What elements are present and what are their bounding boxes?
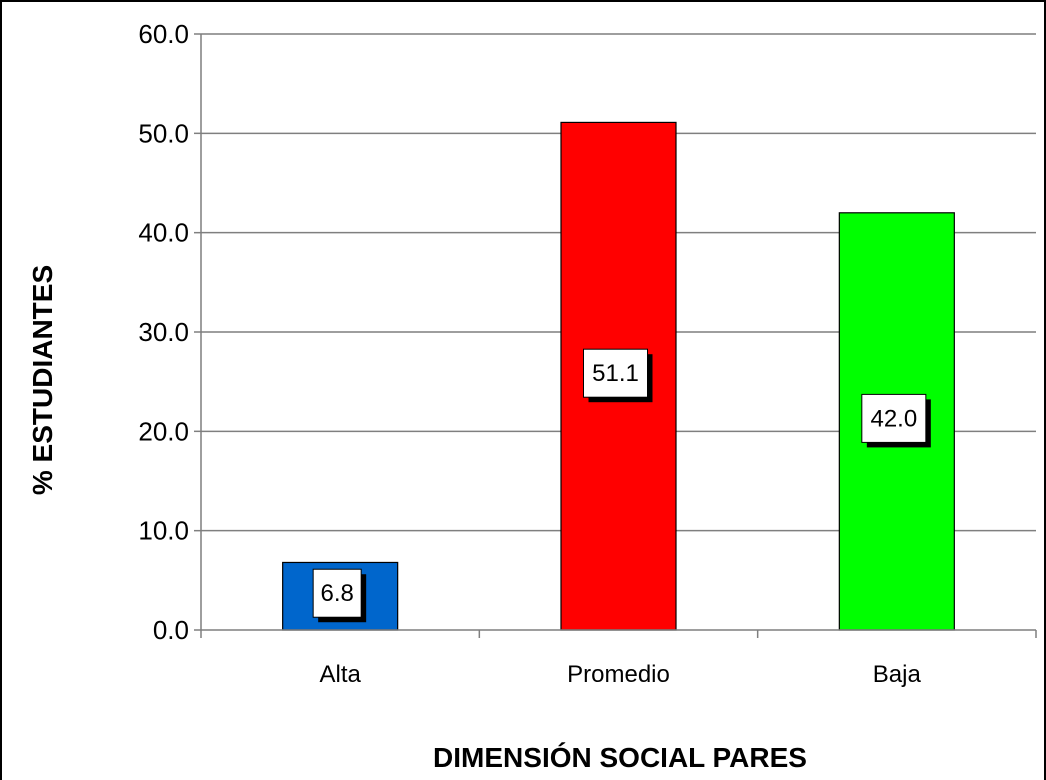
data-label-baja: 42.0: [861, 393, 931, 448]
data-label-box: [861, 393, 927, 443]
x-tick-labels: Alta Promedio Baja: [319, 661, 921, 688]
x-tick-label: Alta: [319, 661, 361, 688]
x-tick-label: Baja: [873, 661, 922, 688]
data-label-text: 51.1: [592, 360, 639, 387]
data-label-promedio: 51.1: [583, 348, 653, 403]
y-tick-label: 0.0: [153, 615, 189, 645]
y-tick-label: 30.0: [138, 317, 189, 347]
y-tick-label: 20.0: [138, 416, 189, 446]
y-tick-label: 60.0: [138, 19, 189, 49]
y-tick-label: 50.0: [138, 118, 189, 148]
data-label-text: 42.0: [870, 405, 917, 432]
y-tick-labels: 0.0 10.0 20.0 30.0 40.0 50.0 60.0: [138, 19, 189, 645]
y-tick-label: 10.0: [138, 516, 189, 546]
data-label-alta: 6.8: [312, 568, 367, 623]
axes: [194, 33, 1037, 638]
data-label-box: [583, 348, 648, 398]
x-axis-title: DIMENSIÓN SOCIAL PARES: [433, 742, 807, 773]
y-axis-title: % ESTUDIANTES: [27, 265, 58, 495]
data-label-text: 6.8: [320, 580, 353, 607]
x-tick-label: Promedio: [567, 661, 670, 688]
data-labels: 6.8 51.1 42.0: [312, 348, 931, 623]
data-label-box: [312, 568, 362, 618]
y-tick-label: 40.0: [138, 218, 189, 248]
